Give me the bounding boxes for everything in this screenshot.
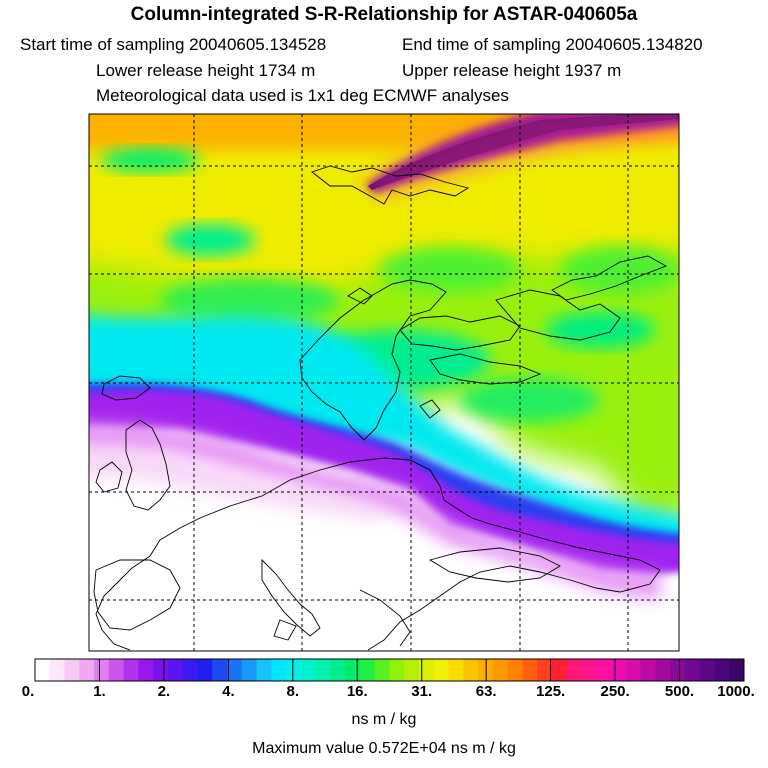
colorbar-swatch xyxy=(389,659,405,681)
colorbar-swatch xyxy=(330,659,346,681)
met-data-label: Meteorological data used is 1x1 deg ECMW… xyxy=(96,86,509,105)
colorbar-swatch xyxy=(212,659,228,681)
maximum-value-label: Maximum value 0.572E+04 ns m / kg xyxy=(252,740,516,757)
colorbar-swatch xyxy=(551,659,568,681)
colorbar-swatch xyxy=(448,659,464,681)
colorbar-swatch xyxy=(197,659,213,681)
graticule xyxy=(89,114,679,651)
colorbar-swatch xyxy=(640,659,656,681)
colorbar-swatch xyxy=(714,659,730,681)
lower-release-height-label: Lower release height 1734 m xyxy=(96,61,316,80)
colorbar-tick-label: 1000. xyxy=(717,683,755,700)
colorbar-swatch xyxy=(35,659,51,681)
colorbar-swatch xyxy=(315,659,331,681)
colorbar-tick-label: 1. xyxy=(93,683,106,700)
colorbar-tick-label: 16. xyxy=(346,683,368,700)
colorbar-swatch xyxy=(256,659,272,681)
sensitivity-field xyxy=(89,114,679,651)
colorbar-swatch xyxy=(359,659,376,681)
upper-release-height-label: Upper release height 1937 m xyxy=(402,61,622,80)
colorbar-swatch xyxy=(463,659,479,681)
colorbar-swatch xyxy=(596,659,612,681)
colorbar-swatch xyxy=(507,659,523,681)
colorbar-swatch xyxy=(655,659,671,681)
colorbar-swatch xyxy=(492,659,509,681)
colorbar-swatch xyxy=(138,659,154,681)
colorbar-swatch xyxy=(79,659,95,681)
colorbar-swatch xyxy=(49,659,66,681)
colorbar-tick-label: 4. xyxy=(222,683,235,700)
colorbar-swatch xyxy=(684,659,701,681)
colorbar-swatch xyxy=(374,659,390,681)
plot-title: Column-integrated S-R-Relationship for A… xyxy=(130,4,638,25)
colorbar-swatch xyxy=(153,659,169,681)
colorbar-tick-label: 8. xyxy=(286,683,300,700)
colorbar-tick-label: 31. xyxy=(411,683,433,700)
colorbar-swatch xyxy=(699,659,715,681)
colorbar-tick-label: 250. xyxy=(600,683,630,700)
colorbar-swatch xyxy=(64,659,80,681)
colorbar-swatch xyxy=(345,659,361,681)
colorbar-swatch xyxy=(94,659,110,681)
colorbar-swatch xyxy=(581,659,597,681)
colorbar-swatch xyxy=(625,659,642,681)
colorbar-swatch xyxy=(611,659,627,681)
end-time-label: End time of sampling 20040605.134820 xyxy=(402,35,703,54)
colorbar-swatch xyxy=(108,659,125,681)
colorbar-tick-label: 2. xyxy=(157,683,171,700)
colorbar-swatch xyxy=(433,659,450,681)
colorbar-swatch xyxy=(286,659,302,681)
colorbar-units: ns m / kg xyxy=(351,711,417,728)
colorbar-swatch xyxy=(566,659,583,681)
colorbar-frame xyxy=(34,658,745,682)
colorbar-swatch xyxy=(404,659,420,681)
colorbar-tick-label: 500. xyxy=(664,683,695,700)
colorbar-tick-label: 63. xyxy=(475,683,497,700)
colorbar-tick-label: 125. xyxy=(536,683,566,700)
colorbar-swatch xyxy=(300,659,317,681)
colorbar-swatch xyxy=(670,659,686,681)
colorbar-swatch xyxy=(123,659,139,681)
colorbar-swatch xyxy=(241,659,258,681)
colorbar xyxy=(34,658,745,682)
colorbar-swatch xyxy=(522,659,538,681)
colorbar-tick-label: 0. xyxy=(21,683,35,700)
colorbar-swatch xyxy=(271,659,287,681)
colorbar-swatch xyxy=(167,659,184,681)
start-time-label: Start time of sampling 20040605.134528 xyxy=(20,35,327,54)
map-frame xyxy=(88,113,680,652)
coastlines xyxy=(93,165,668,651)
colorbar-swatch xyxy=(729,659,745,681)
colorbar-swatch xyxy=(537,659,553,681)
colorbar-swatch xyxy=(182,659,198,681)
colorbar-swatch xyxy=(419,659,435,681)
colorbar-swatch xyxy=(227,659,243,681)
